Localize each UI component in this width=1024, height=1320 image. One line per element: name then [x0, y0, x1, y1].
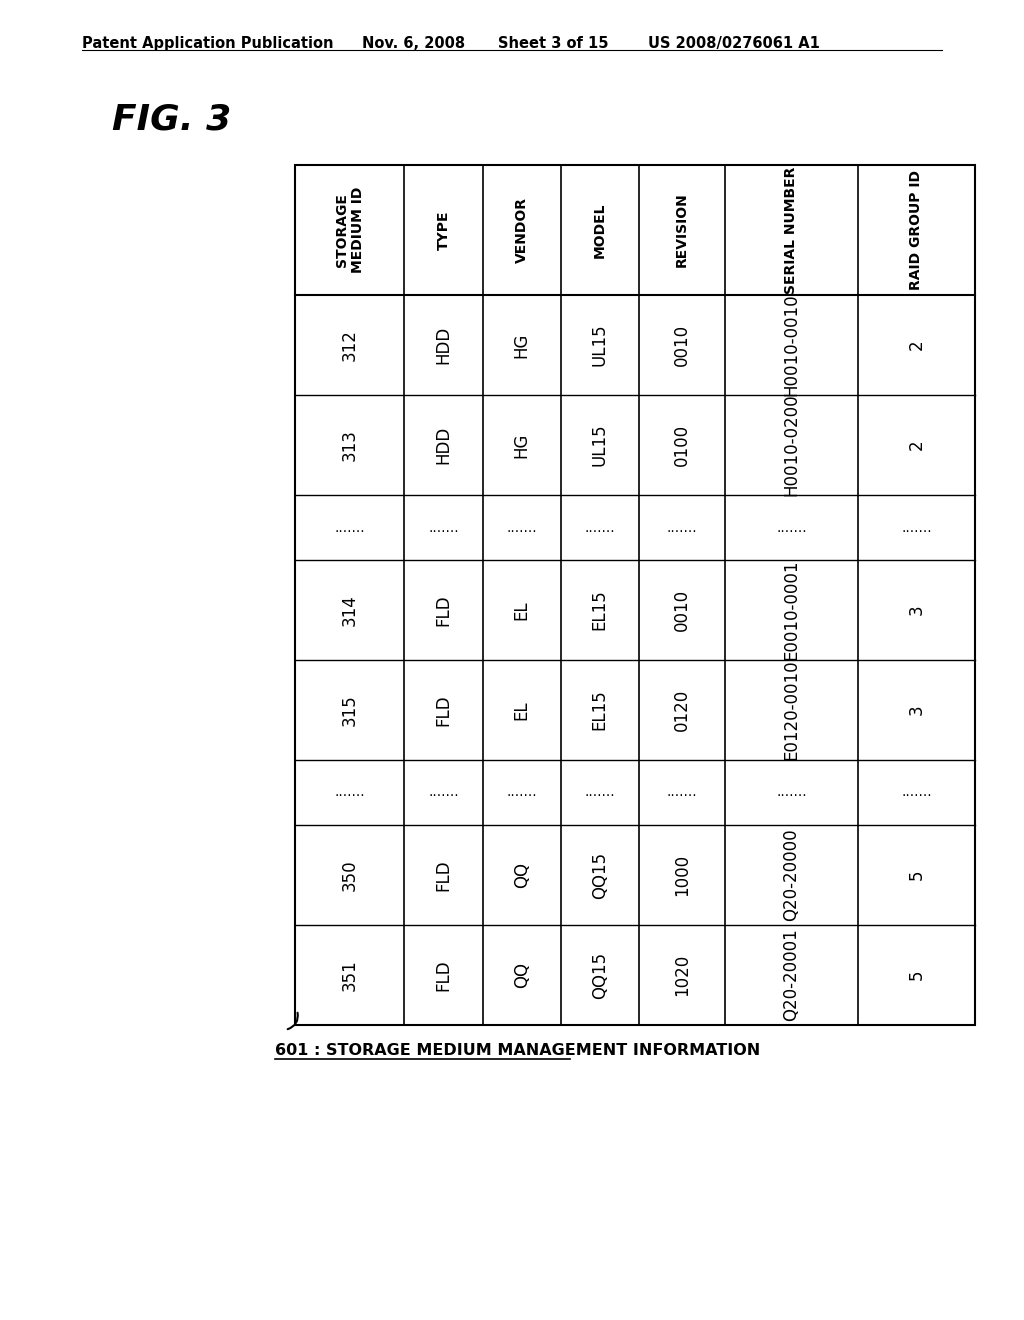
Text: REVISION: REVISION	[675, 193, 689, 268]
Text: 3: 3	[907, 705, 926, 715]
Text: 601 : STORAGE MEDIUM MANAGEMENT INFORMATION: 601 : STORAGE MEDIUM MANAGEMENT INFORMAT…	[275, 1043, 760, 1059]
Text: SERIAL NUMBER: SERIAL NUMBER	[784, 166, 799, 293]
Text: 5: 5	[907, 870, 926, 880]
Text: 350: 350	[341, 859, 358, 891]
Text: HG: HG	[513, 433, 530, 458]
Text: .......: .......	[585, 520, 615, 535]
Text: US 2008/0276061 A1: US 2008/0276061 A1	[648, 36, 820, 51]
Text: UL15: UL15	[591, 323, 609, 367]
Text: RAID GROUP ID: RAID GROUP ID	[909, 170, 924, 290]
Text: E0120-0010: E0120-0010	[782, 660, 801, 760]
Text: 314: 314	[341, 594, 358, 626]
Text: FLD: FLD	[434, 594, 453, 626]
Text: .......: .......	[776, 785, 807, 800]
Text: STORAGE
MEDIUM ID: STORAGE MEDIUM ID	[335, 187, 365, 273]
Text: 0010: 0010	[673, 323, 691, 366]
Text: .......: .......	[901, 785, 932, 800]
Text: EL: EL	[513, 601, 530, 620]
Text: Sheet 3 of 15: Sheet 3 of 15	[498, 36, 608, 51]
Text: 2: 2	[907, 339, 926, 350]
Text: HG: HG	[513, 333, 530, 358]
Text: 315: 315	[341, 694, 358, 726]
Text: 0100: 0100	[673, 424, 691, 466]
Text: 0010: 0010	[673, 589, 691, 631]
Text: E0010-0001: E0010-0001	[782, 560, 801, 660]
Text: .......: .......	[667, 520, 697, 535]
Text: QQ: QQ	[513, 862, 530, 888]
Text: .......: .......	[901, 520, 932, 535]
Text: 2: 2	[907, 440, 926, 450]
Text: .......: .......	[335, 520, 365, 535]
Text: UL15: UL15	[591, 424, 609, 466]
Text: QQ15: QQ15	[591, 952, 609, 998]
Text: FLD: FLD	[434, 960, 453, 991]
Text: .......: .......	[335, 785, 365, 800]
Text: VENDOR: VENDOR	[515, 197, 528, 263]
Text: .......: .......	[506, 520, 537, 535]
Text: QQ: QQ	[513, 962, 530, 987]
Text: H0010-0010: H0010-0010	[782, 293, 801, 396]
Text: FLD: FLD	[434, 694, 453, 726]
Text: 0120: 0120	[673, 689, 691, 731]
Text: .......: .......	[428, 785, 459, 800]
Text: 3: 3	[907, 605, 926, 615]
Text: MODEL: MODEL	[593, 202, 607, 257]
Text: Patent Application Publication: Patent Application Publication	[82, 36, 334, 51]
Text: EL: EL	[513, 700, 530, 719]
Text: HDD: HDD	[434, 326, 453, 364]
Text: HDD: HDD	[434, 426, 453, 465]
Text: Nov. 6, 2008: Nov. 6, 2008	[362, 36, 465, 51]
Text: EL15: EL15	[591, 689, 609, 730]
Text: 351: 351	[341, 960, 358, 991]
Text: Q20-20000: Q20-20000	[782, 829, 801, 921]
Text: 1000: 1000	[673, 854, 691, 896]
Text: H0010-0200: H0010-0200	[782, 393, 801, 496]
Text: FIG. 3: FIG. 3	[112, 102, 231, 136]
Text: QQ15: QQ15	[591, 851, 609, 899]
Text: FLD: FLD	[434, 859, 453, 891]
Bar	[295, 165, 975, 1026]
Text: .......: .......	[585, 785, 615, 800]
Text: .......: .......	[428, 520, 459, 535]
Text: 1020: 1020	[673, 954, 691, 997]
Text: 5: 5	[907, 970, 926, 981]
Text: .......: .......	[776, 520, 807, 535]
Text: EL15: EL15	[591, 590, 609, 631]
Text: Q20-20001: Q20-20001	[782, 929, 801, 1022]
Text: TYPE: TYPE	[436, 210, 451, 249]
Text: .......: .......	[667, 785, 697, 800]
Text: .......: .......	[506, 785, 537, 800]
Text: 313: 313	[341, 429, 358, 461]
Text: 312: 312	[341, 329, 358, 360]
